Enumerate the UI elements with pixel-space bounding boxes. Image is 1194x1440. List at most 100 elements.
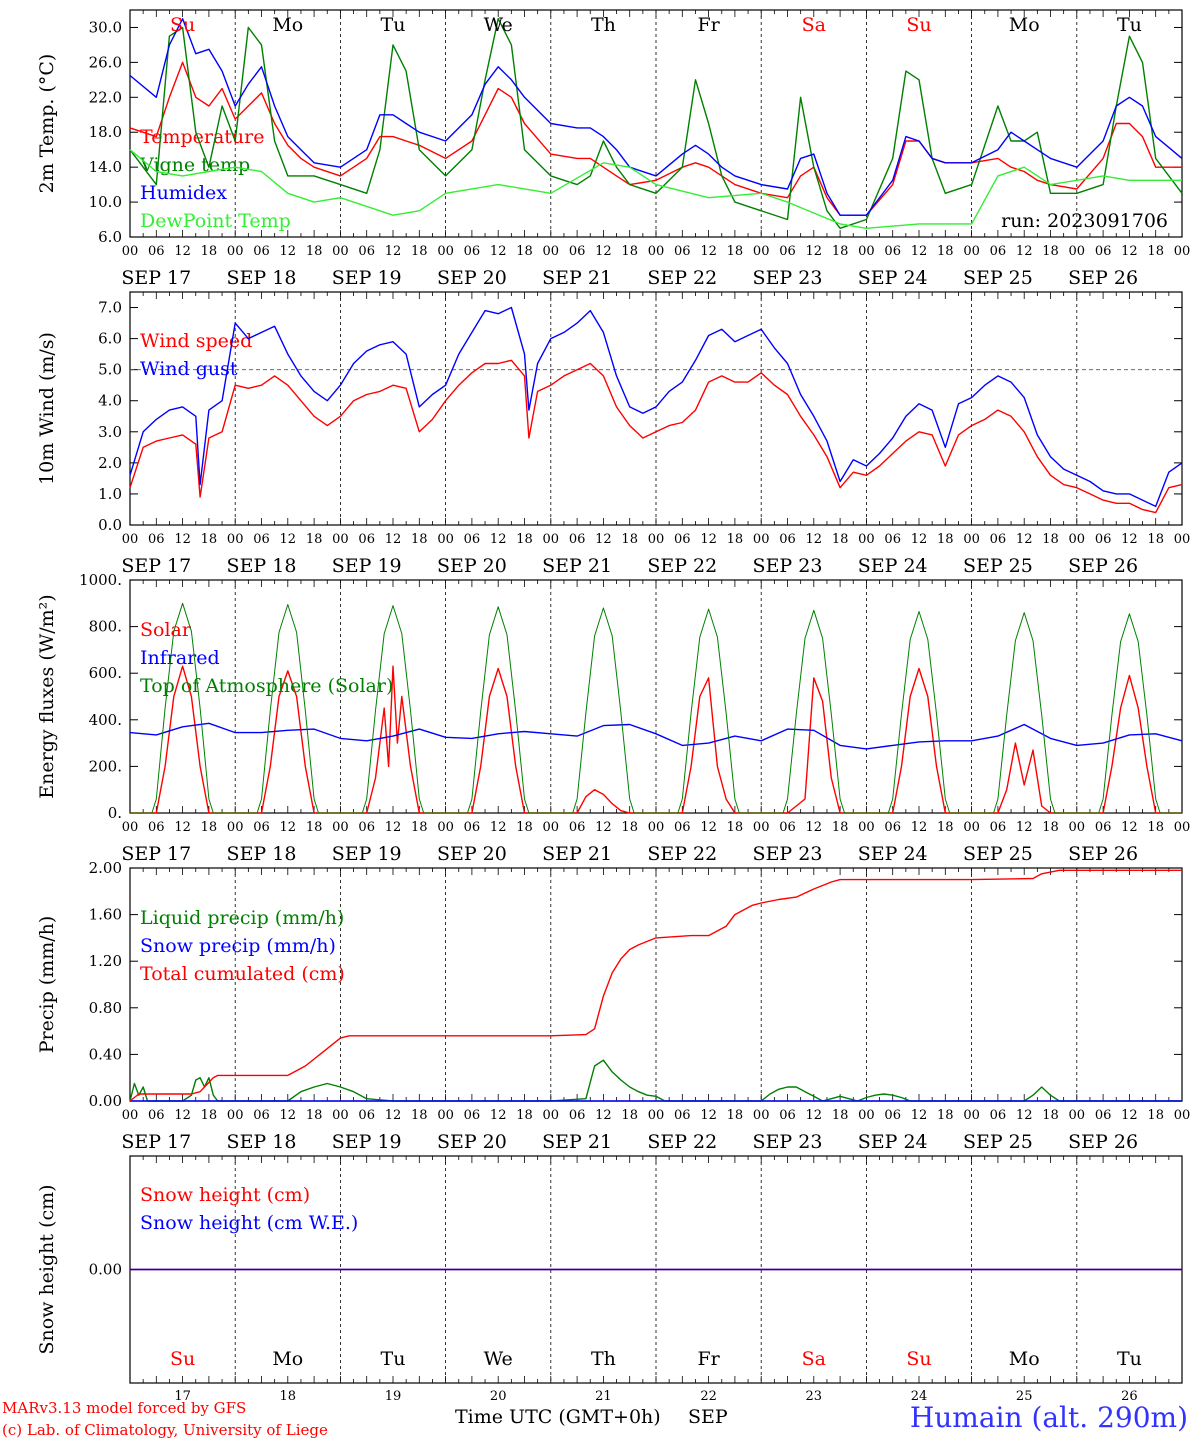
hour-tick-label: 00: [227, 1108, 244, 1123]
y-tick-label: 18.0: [89, 123, 122, 141]
hour-tick-label: 06: [148, 244, 165, 259]
legend-entry: Humidex: [140, 182, 227, 204]
hour-tick-label: 18: [411, 532, 428, 547]
date-label: SEP 20: [437, 843, 507, 865]
hour-tick-label: 00: [1174, 532, 1191, 547]
date-label: SEP 19: [332, 555, 402, 577]
hour-tick-label: 12: [280, 1108, 297, 1123]
day-number-label: 23: [806, 1389, 823, 1404]
hour-tick-label: 18: [1042, 820, 1059, 835]
hour-tick-label: 12: [700, 1108, 717, 1123]
y-tick-label: 0.0: [98, 516, 122, 534]
hour-tick-label: 00: [122, 1108, 139, 1123]
hour-tick-label: 00: [963, 820, 980, 835]
hour-tick-label: 12: [385, 1108, 402, 1123]
hour-tick-label: 00: [1069, 532, 1086, 547]
hour-tick-label: 06: [779, 244, 796, 259]
hour-tick-label: 12: [280, 532, 297, 547]
hour-tick-label: 00: [648, 820, 665, 835]
y-axis-label: Snow height (cm): [36, 1184, 58, 1354]
date-label: SEP 22: [647, 843, 717, 865]
date-label: SEP 26: [1068, 555, 1138, 577]
hour-tick-label: 00: [437, 820, 454, 835]
day-name-label: Su: [170, 1348, 195, 1370]
y-tick-label: 5.0: [98, 361, 122, 379]
hour-tick-label: 00: [543, 1108, 560, 1123]
hour-tick-label: 18: [937, 820, 954, 835]
hour-tick-label: 06: [358, 820, 375, 835]
y-tick-label: 0.40: [89, 1045, 122, 1063]
date-label: SEP 17: [121, 1131, 191, 1153]
hour-tick-label: 12: [700, 820, 717, 835]
day-name-label: Tu: [381, 14, 406, 36]
hour-tick-label: 06: [464, 1108, 481, 1123]
hour-tick-label: 00: [332, 1108, 349, 1123]
hour-tick-label: 00: [963, 532, 980, 547]
series-line-dewpoint-temp: [129, 149, 1182, 230]
hour-tick-label: 00: [227, 820, 244, 835]
hour-tick-label: 00: [437, 1108, 454, 1123]
hour-tick-label: 00: [858, 244, 875, 259]
hour-tick-label: 06: [253, 820, 270, 835]
hour-tick-label: 18: [201, 820, 218, 835]
hour-tick-label: 06: [569, 1108, 586, 1123]
hour-tick-label: 18: [306, 244, 323, 259]
date-label: SEP 19: [332, 843, 402, 865]
hour-tick-label: 00: [437, 532, 454, 547]
hour-tick-label: 18: [937, 244, 954, 259]
hour-tick-label: 18: [937, 532, 954, 547]
hour-tick-label: 18: [1147, 244, 1164, 259]
hour-tick-label: 06: [1095, 532, 1112, 547]
hour-tick-label: 00: [122, 532, 139, 547]
hour-tick-label: 00: [1069, 820, 1086, 835]
hour-tick-label: 12: [385, 820, 402, 835]
model-credit: MARv3.13 model forced by GFS: [2, 1399, 246, 1417]
hour-tick-label: 00: [858, 1108, 875, 1123]
day-name-label: We: [484, 14, 513, 36]
hour-tick-label: 06: [253, 244, 270, 259]
hour-tick-label: 12: [1121, 244, 1138, 259]
hour-tick-label: 06: [358, 244, 375, 259]
hour-tick-label: 18: [621, 244, 638, 259]
date-label: SEP 19: [332, 267, 402, 289]
station-label: Humain (alt. 290m): [910, 1401, 1188, 1434]
hour-tick-label: 12: [595, 244, 612, 259]
legend-entry: Snow height (cm W.E.): [140, 1212, 358, 1234]
day-name-label: Mo: [1009, 1348, 1040, 1370]
hour-tick-label: 18: [727, 244, 744, 259]
y-tick-label: 1.0: [98, 485, 122, 503]
y-tick-label: 3.0: [98, 423, 122, 441]
hour-tick-label: 06: [674, 820, 691, 835]
y-axis-label: Precip (mm/h): [36, 916, 58, 1054]
hour-tick-label: 12: [911, 532, 928, 547]
hour-tick-label: 06: [1095, 244, 1112, 259]
day-number-label: 21: [595, 1389, 612, 1404]
y-tick-label: 22.0: [89, 88, 122, 106]
hour-tick-label: 12: [280, 820, 297, 835]
hour-tick-label: 18: [411, 1108, 428, 1123]
y-tick-label: 800.: [89, 618, 122, 636]
day-name-label: Tu: [1117, 14, 1142, 36]
hour-tick-label: 12: [595, 532, 612, 547]
hour-tick-label: 18: [1042, 532, 1059, 547]
hour-tick-label: 18: [727, 1108, 744, 1123]
day-name-label: Su: [906, 1348, 931, 1370]
hour-tick-label: 00: [753, 532, 770, 547]
hour-tick-label: 00: [753, 1108, 770, 1123]
hour-tick-label: 06: [990, 532, 1007, 547]
hour-tick-label: 06: [1095, 820, 1112, 835]
day-number-label: 19: [385, 1389, 402, 1404]
hour-tick-label: 18: [516, 532, 533, 547]
y-tick-label: 600.: [89, 664, 122, 682]
legend-entry: Vigne temp: [139, 154, 250, 176]
hour-tick-label: 18: [1042, 1108, 1059, 1123]
hour-tick-label: 12: [1121, 1108, 1138, 1123]
date-label: SEP 26: [1068, 843, 1138, 865]
hour-tick-label: 00: [963, 1108, 980, 1123]
hour-tick-label: 06: [253, 532, 270, 547]
hour-tick-label: 06: [990, 1108, 1007, 1123]
hour-tick-label: 00: [1069, 1108, 1086, 1123]
y-tick-label: 200.: [89, 757, 122, 775]
hour-tick-label: 12: [174, 820, 191, 835]
